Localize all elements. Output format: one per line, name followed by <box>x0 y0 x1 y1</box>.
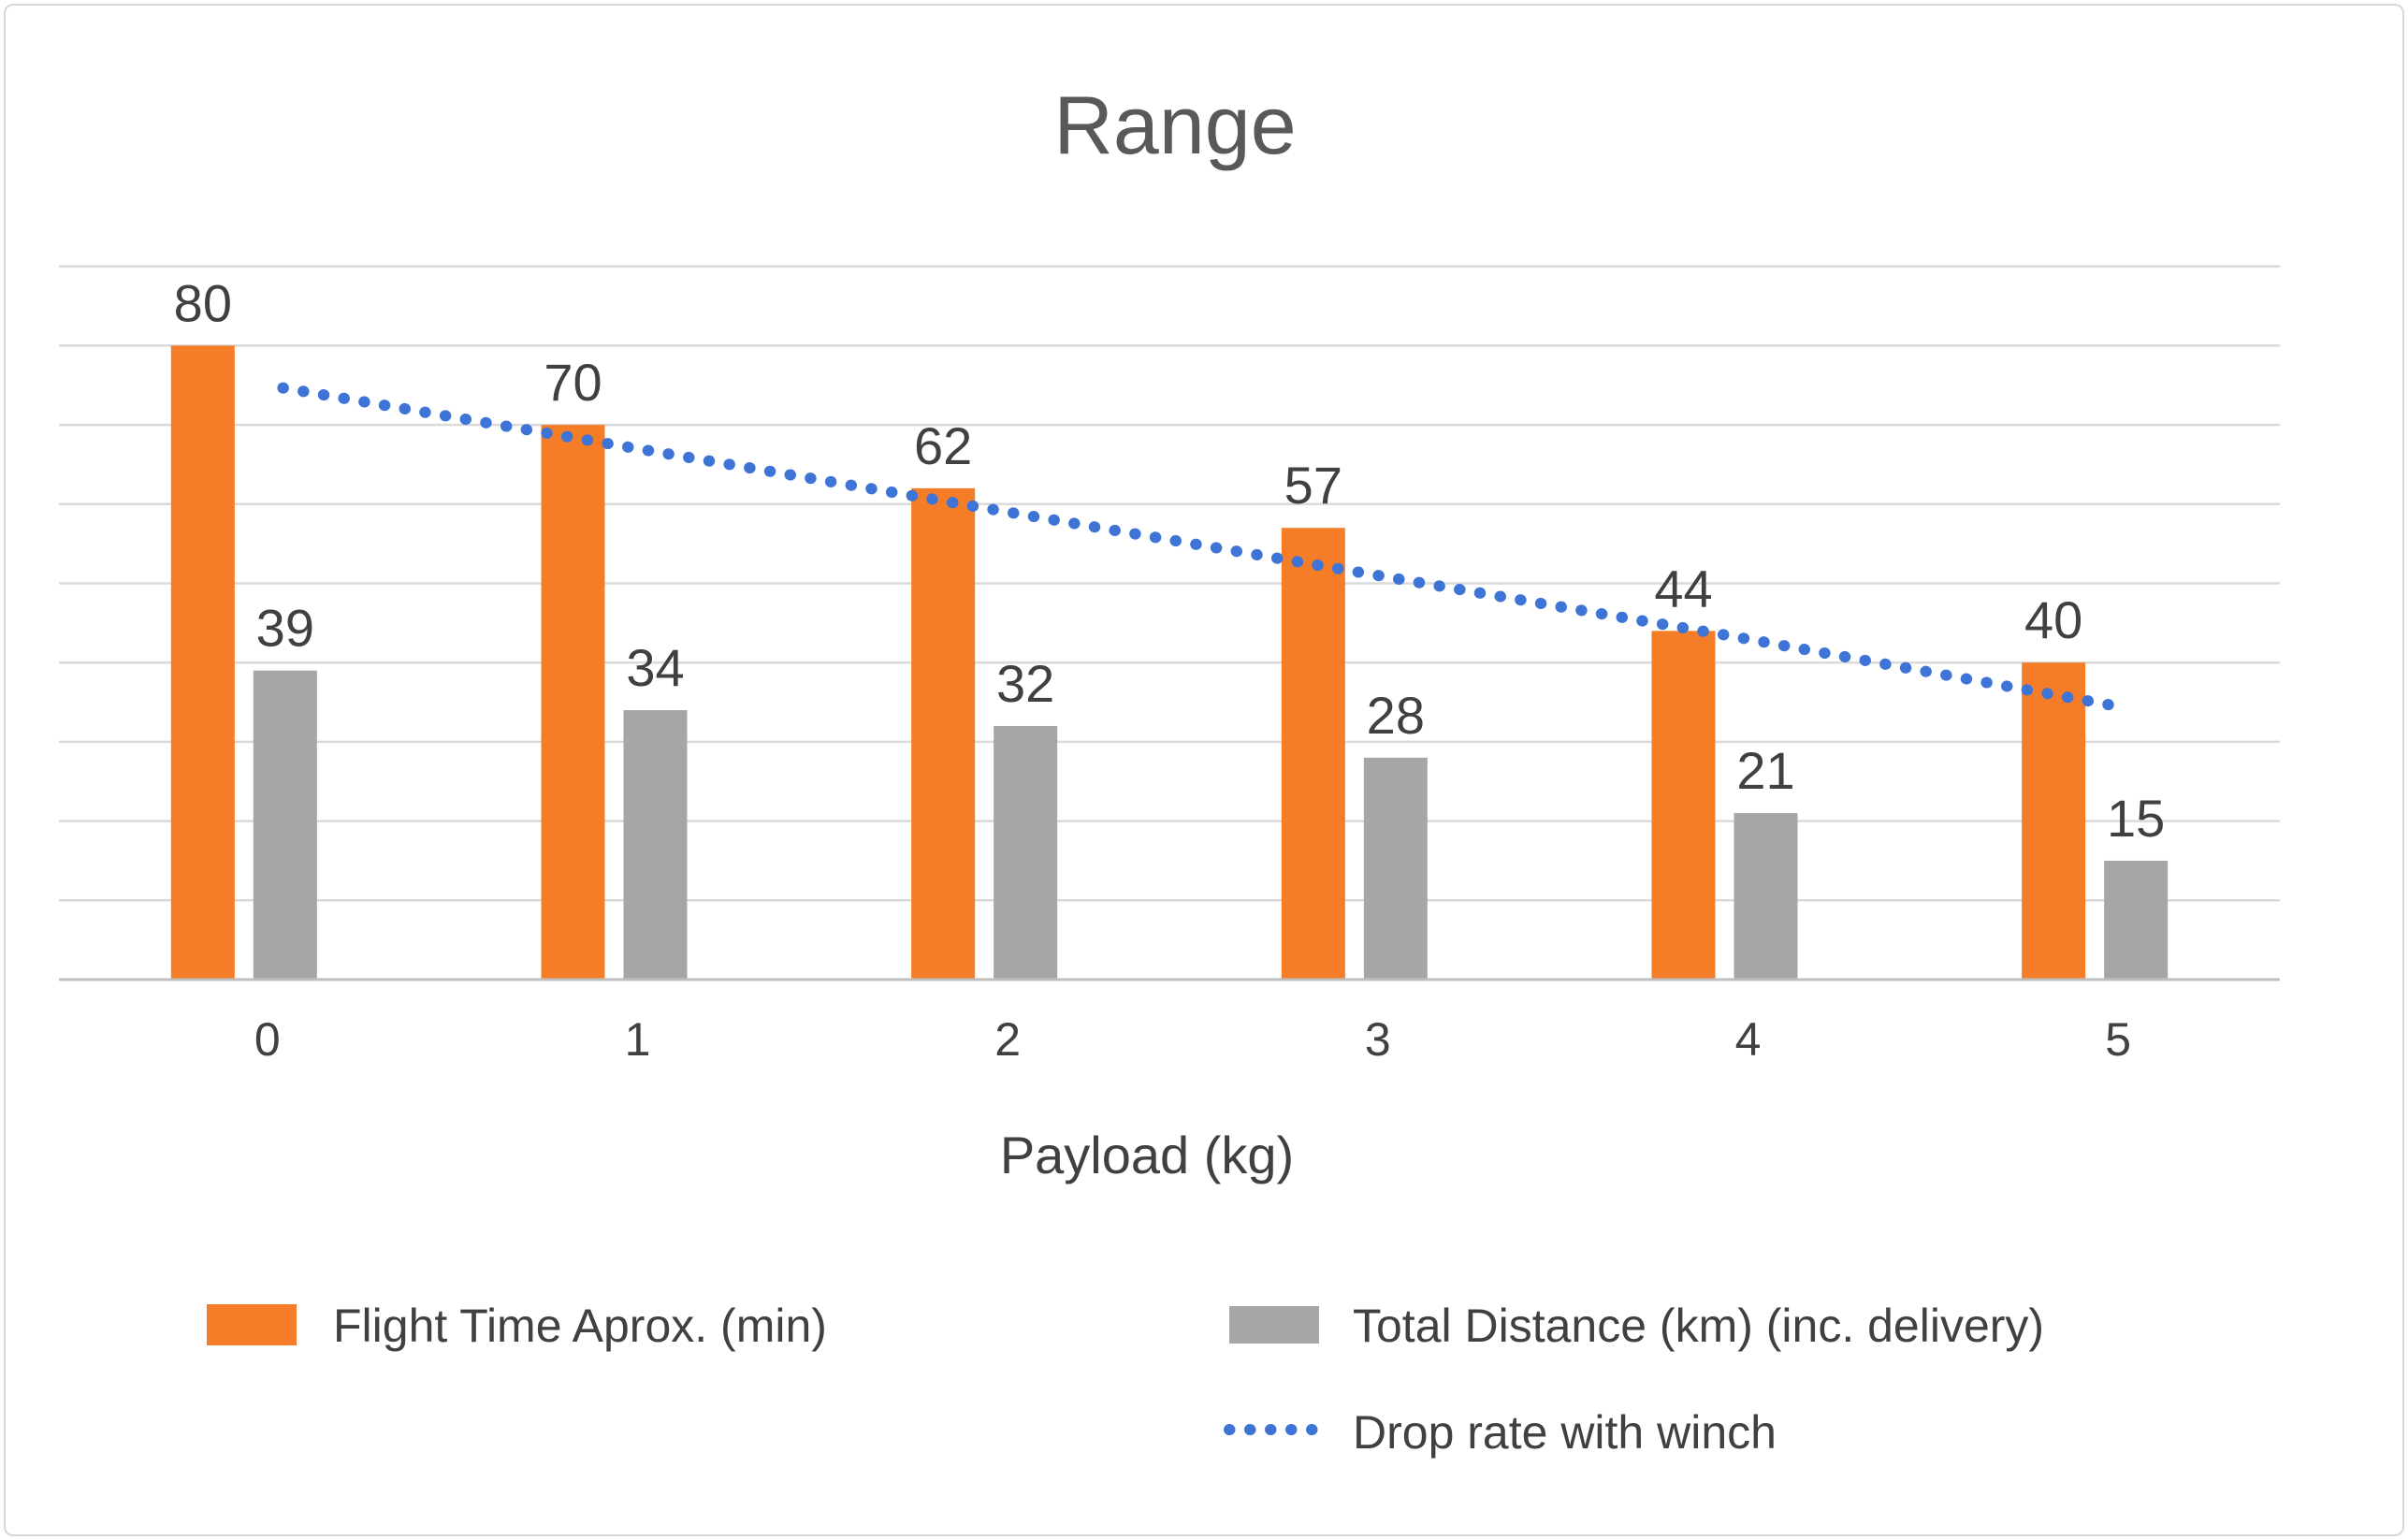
bar-flight-time-2 <box>911 487 976 980</box>
bar-total-distance-0 <box>253 670 317 980</box>
legend-label-total-distance: Total Distance (km) (inc. delivery) <box>1353 1300 2044 1352</box>
bar-flight-time-5 <box>2022 662 2086 980</box>
value-label: 39 <box>256 599 314 658</box>
bar-total-distance-2 <box>994 725 1058 980</box>
bar-flight-time-1 <box>541 425 605 981</box>
value-label: 34 <box>626 638 684 697</box>
bar-flight-time-4 <box>1651 631 1716 980</box>
trendline-drop-rate <box>277 382 2119 712</box>
value-label: 70 <box>544 353 602 412</box>
chart-frame: Range 80 70 62 57 44 40 39 34 32 28 21 15 0 1 2 3 4 5 Pay… <box>4 4 2404 1536</box>
chart-title: Range <box>1053 79 1296 171</box>
x-tick-label: 5 <box>2105 1013 2131 1066</box>
value-label: 62 <box>914 416 972 475</box>
x-tick-label: 2 <box>994 1013 1021 1066</box>
x-tick-label: 4 <box>1735 1013 1762 1066</box>
value-label: 21 <box>1736 741 1794 800</box>
value-label: 15 <box>2107 789 2165 848</box>
x-tick-label: 3 <box>1365 1013 1391 1066</box>
value-label: 44 <box>1654 559 1712 617</box>
bar-total-distance-5 <box>2104 860 2169 980</box>
value-label: 80 <box>174 273 232 332</box>
bar-total-distance-4 <box>1733 813 1798 980</box>
x-tick-label: 1 <box>625 1013 651 1066</box>
bar-total-distance-3 <box>1363 757 1428 980</box>
value-label: 57 <box>1284 456 1342 515</box>
legend-label-drop-rate: Drop rate with winch <box>1353 1406 1777 1459</box>
x-axis-title: Payload (kg) <box>1000 1126 1294 1184</box>
value-label: 40 <box>2024 590 2082 649</box>
x-tick-label: 0 <box>254 1013 281 1066</box>
value-label: 28 <box>1367 686 1425 745</box>
bar-total-distance-1 <box>623 710 688 980</box>
legend-swatch-total-distance <box>1229 1306 1319 1344</box>
legend-swatch-flight-time <box>207 1304 297 1345</box>
bar-flight-time-0 <box>170 345 235 980</box>
value-label: 32 <box>996 654 1054 713</box>
legend: Flight Time Aprox. (min) Total Distance … <box>207 1300 2044 1459</box>
bar-flight-time-3 <box>1281 528 1345 980</box>
legend-label-flight-time: Flight Time Aprox. (min) <box>333 1300 827 1352</box>
